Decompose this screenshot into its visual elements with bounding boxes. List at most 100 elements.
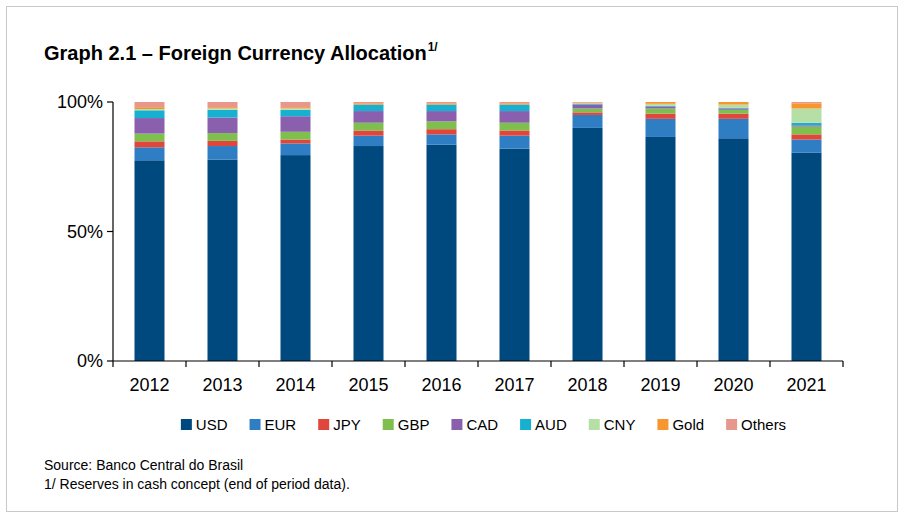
legend-swatch bbox=[657, 419, 668, 430]
bar-segment bbox=[792, 125, 822, 126]
bar-segment bbox=[646, 114, 676, 119]
y-tick-label: 0% bbox=[77, 351, 103, 371]
bar-segment bbox=[719, 105, 749, 108]
bar-segment bbox=[208, 102, 238, 107]
bar-segment bbox=[281, 132, 311, 140]
bar-segment bbox=[281, 155, 311, 361]
bar-segment bbox=[281, 110, 311, 116]
x-tick bbox=[769, 361, 770, 367]
bar-segment bbox=[792, 134, 822, 139]
x-tick bbox=[112, 361, 113, 367]
legend-label: JPY bbox=[333, 416, 361, 433]
x-tick-label: 2019 bbox=[640, 375, 680, 395]
legend-swatch bbox=[451, 419, 462, 430]
legend-swatch bbox=[318, 419, 329, 430]
bar-segment bbox=[281, 143, 311, 155]
x-tick bbox=[842, 361, 843, 367]
bar-segment bbox=[354, 102, 384, 103]
x-tick-label: 2021 bbox=[786, 375, 826, 395]
bar-segment bbox=[427, 111, 457, 121]
legend-swatch bbox=[589, 419, 600, 430]
bar-segment bbox=[500, 149, 530, 361]
bar-segment bbox=[281, 140, 311, 144]
x-tick bbox=[550, 361, 551, 367]
x-tick bbox=[404, 361, 405, 367]
bar-segment bbox=[208, 108, 238, 109]
frame bbox=[7, 7, 898, 512]
bar-segment bbox=[135, 109, 165, 110]
bar-segment bbox=[719, 102, 749, 105]
bar-segment bbox=[719, 119, 749, 138]
bar-segment bbox=[573, 112, 603, 115]
bar-segment bbox=[135, 107, 165, 109]
bar-segment bbox=[427, 102, 457, 103]
legend-label: GBP bbox=[398, 416, 430, 433]
bar-segment bbox=[792, 123, 822, 126]
bar-segment bbox=[208, 133, 238, 141]
legend-swatch bbox=[520, 419, 531, 430]
bar-segment bbox=[500, 104, 530, 105]
legend-label: Gold bbox=[672, 416, 704, 433]
x-tick-label: 2018 bbox=[567, 375, 607, 395]
bar-segment bbox=[719, 108, 749, 109]
bar-segment bbox=[354, 103, 384, 104]
bar-segment bbox=[500, 130, 530, 135]
bar-segment bbox=[135, 118, 165, 134]
x-tick-label: 2020 bbox=[713, 375, 753, 395]
x-tick bbox=[623, 361, 624, 367]
bar-segment bbox=[573, 128, 603, 361]
bar-segment bbox=[354, 111, 384, 123]
legend-label: AUD bbox=[535, 416, 567, 433]
bar-segment bbox=[646, 104, 676, 106]
x-tick-label: 2016 bbox=[421, 375, 461, 395]
bar-segment bbox=[354, 104, 384, 105]
bar-segment bbox=[646, 106, 676, 108]
bar-segment bbox=[792, 103, 822, 108]
bar-segment bbox=[573, 115, 603, 128]
bar-segment bbox=[792, 108, 822, 122]
legend-label: CNY bbox=[604, 416, 636, 433]
bar-segment bbox=[573, 108, 603, 112]
x-tick-label: 2017 bbox=[494, 375, 534, 395]
bar-segment bbox=[427, 103, 457, 104]
bar-segment bbox=[792, 140, 822, 153]
bars bbox=[135, 102, 822, 361]
bar-segment bbox=[573, 102, 603, 103]
bar-segment bbox=[500, 136, 530, 149]
bar-segment bbox=[208, 107, 238, 108]
bar-segment bbox=[792, 153, 822, 361]
bar-segment bbox=[208, 146, 238, 159]
bar-segment bbox=[646, 119, 676, 137]
chart: Graph 2.1 – Foreign Currency Allocation1… bbox=[0, 0, 904, 518]
annotation: Source: Banco Central do Brasil bbox=[44, 457, 243, 473]
bar-segment bbox=[646, 137, 676, 361]
bar-segment bbox=[354, 123, 384, 131]
legend-swatch bbox=[250, 419, 261, 430]
legend-swatch bbox=[383, 419, 394, 430]
bar-segment bbox=[135, 102, 165, 107]
bar-segment bbox=[573, 105, 603, 109]
bar-segment bbox=[135, 160, 165, 361]
x-tick bbox=[185, 361, 186, 367]
x-tick bbox=[331, 361, 332, 367]
bar-segment bbox=[719, 102, 749, 103]
bar-segment bbox=[281, 107, 311, 108]
bar-segment bbox=[646, 102, 676, 104]
bar-segment bbox=[719, 110, 749, 114]
bar-segment bbox=[427, 129, 457, 134]
bar-segment bbox=[573, 103, 603, 105]
bar-segment bbox=[281, 116, 311, 132]
bar-segment bbox=[135, 147, 165, 160]
bar-segment bbox=[427, 121, 457, 129]
bar-segment bbox=[500, 103, 530, 104]
bar-segment bbox=[208, 141, 238, 146]
bar-segment bbox=[354, 105, 384, 111]
x-tick-label: 2013 bbox=[202, 375, 242, 395]
bar-segment bbox=[208, 118, 238, 134]
bar-segment bbox=[646, 108, 676, 113]
x-tick bbox=[696, 361, 697, 367]
y-tick bbox=[107, 231, 113, 232]
x-tick bbox=[477, 361, 478, 367]
bar-segment bbox=[573, 102, 603, 104]
legend-swatch bbox=[181, 419, 192, 430]
